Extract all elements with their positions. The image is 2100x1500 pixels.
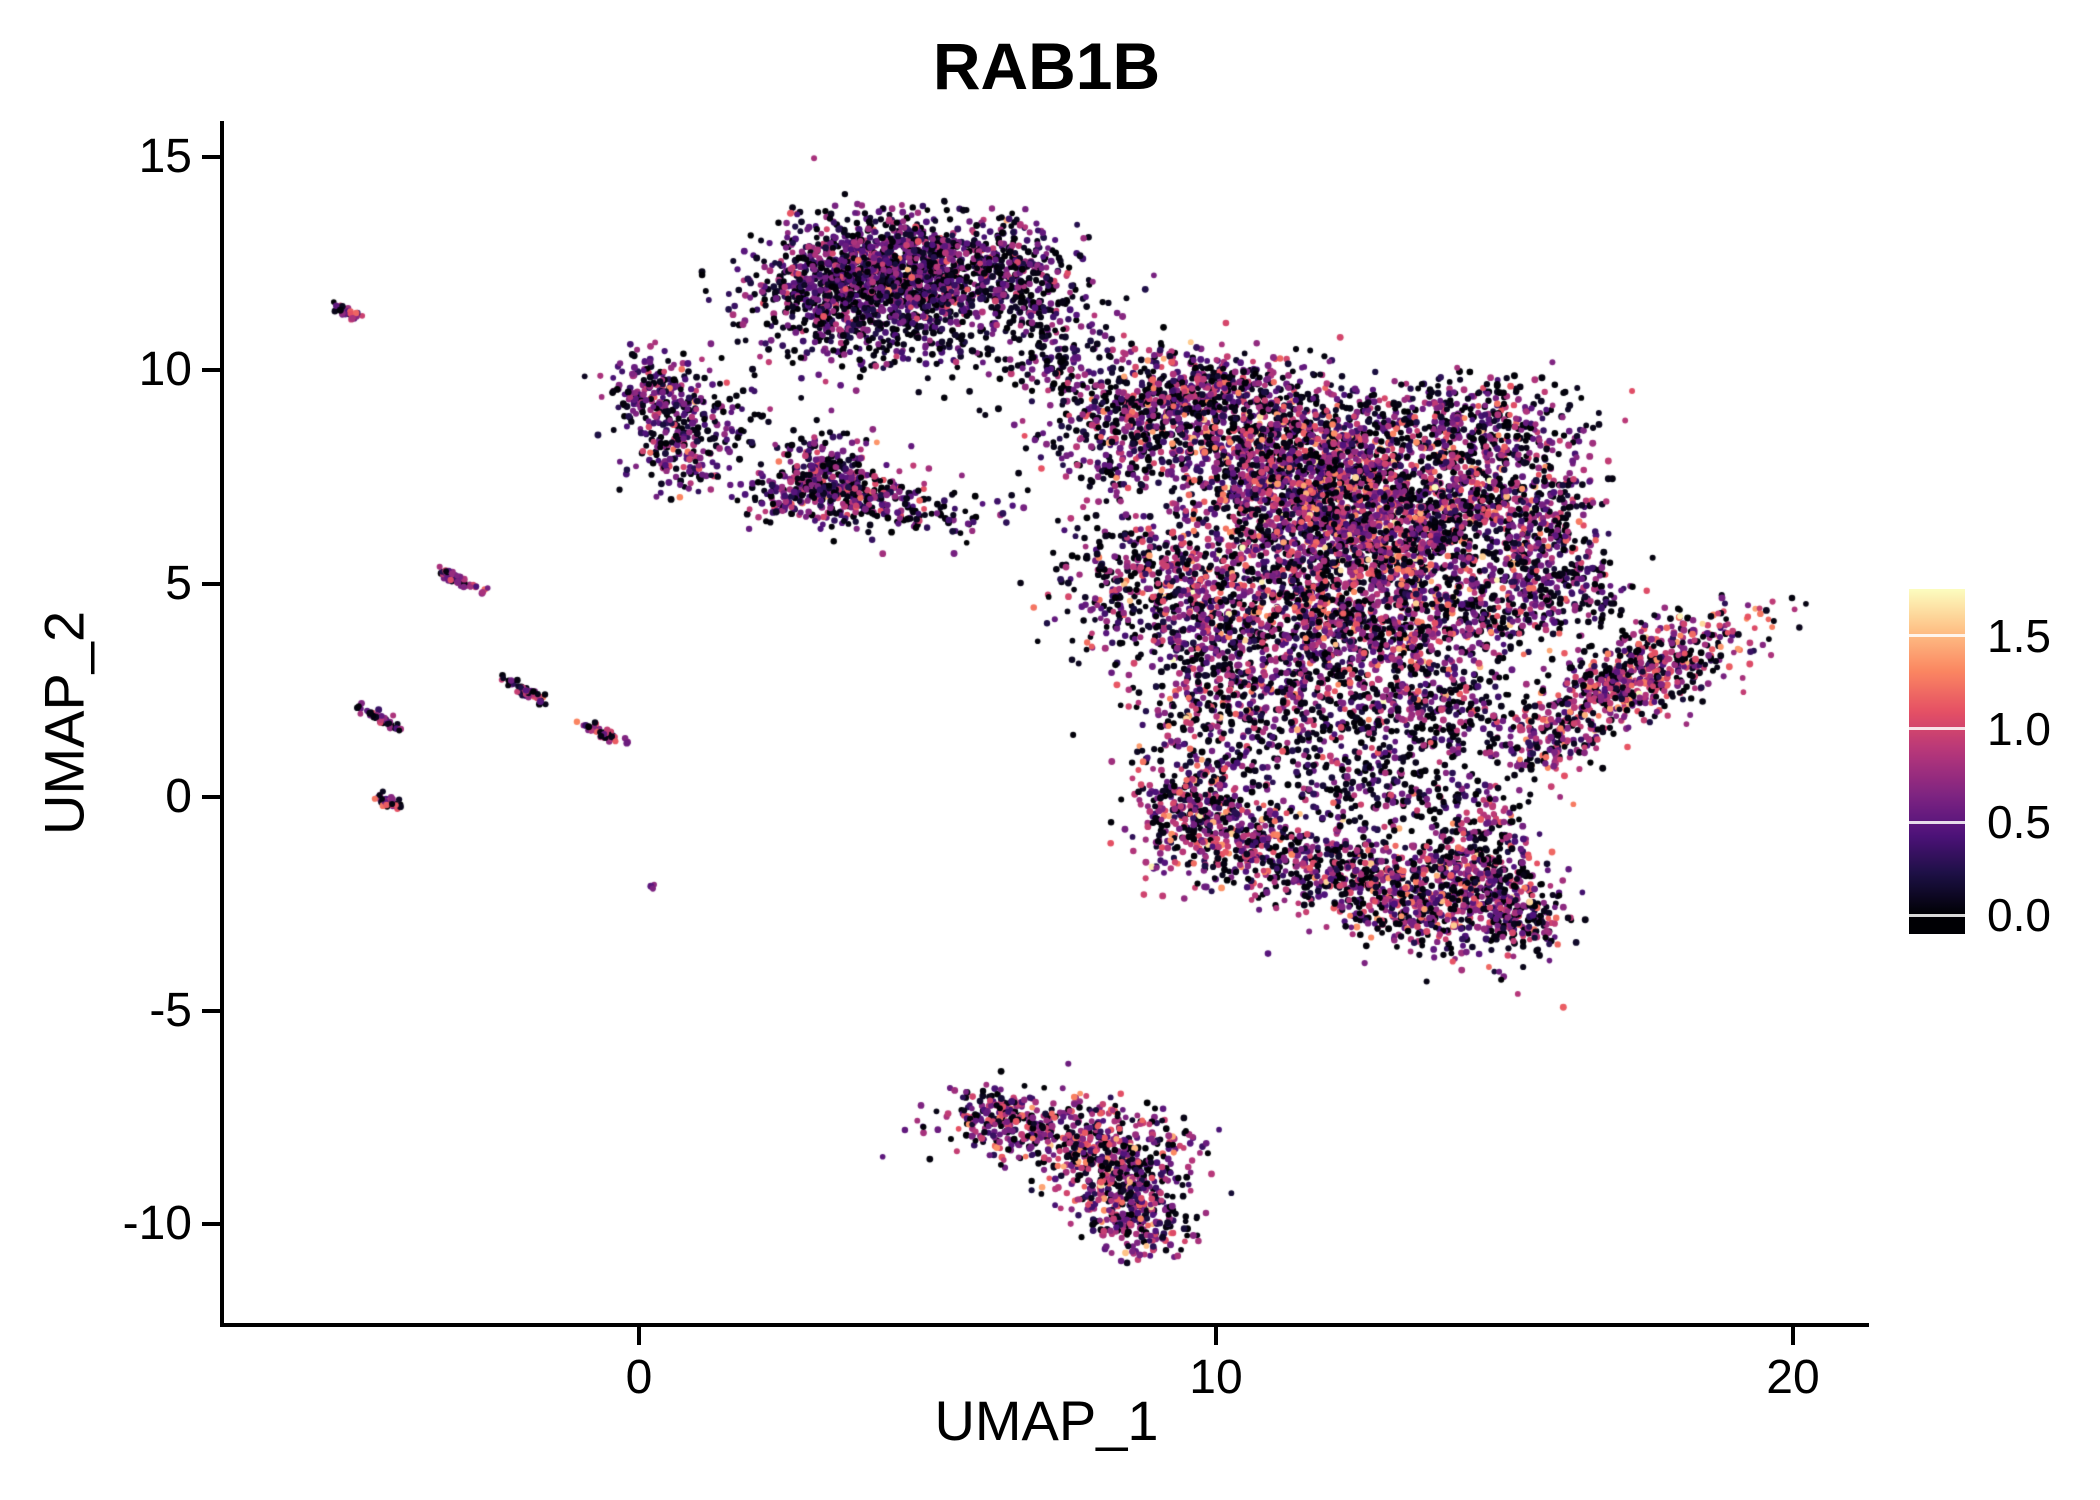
- y-axis-line: [220, 121, 224, 1327]
- x-tick-mark: [637, 1327, 641, 1345]
- colorbar-legend: [1909, 589, 1965, 934]
- plot-title: RAB1B: [932, 29, 1161, 103]
- colorbar-tick-label: 0.0: [1987, 889, 2051, 942]
- colorbar-tick: [1909, 727, 1965, 731]
- y-tick-mark: [202, 1222, 220, 1226]
- y-tick-mark: [202, 795, 220, 799]
- colorbar-tick-label: 1.0: [1987, 702, 2051, 755]
- y-tick-mark: [202, 368, 220, 372]
- y-tick-label: 15: [138, 129, 192, 183]
- colorbar-tick: [1909, 820, 1965, 824]
- x-tick-label: 10: [1189, 1351, 1243, 1404]
- y-tick-label: -10: [122, 1197, 192, 1250]
- y-tick-label: 0: [165, 770, 192, 823]
- y-tick-label: 5: [165, 556, 192, 610]
- x-tick-label: 20: [1766, 1351, 1820, 1404]
- y-tick-label: -5: [149, 983, 192, 1037]
- colorbar-gradient: [1909, 589, 1965, 934]
- colorbar-tick-label: 0.5: [1987, 796, 2051, 849]
- y-tick-label: 10: [138, 343, 192, 396]
- x-tick-mark: [1791, 1327, 1795, 1345]
- y-tick-mark: [202, 1008, 220, 1013]
- x-axis-line: [220, 1323, 1869, 1327]
- colorbar-tick: [1909, 913, 1965, 917]
- colorbar-tick-label: 1.5: [1987, 609, 2051, 662]
- y-tick-mark: [202, 581, 220, 586]
- x-axis-label: UMAP_1: [934, 1389, 1159, 1452]
- x-tick-mark: [1214, 1327, 1218, 1345]
- colorbar-tick: [1909, 634, 1965, 638]
- y-tick-mark: [202, 154, 220, 159]
- x-tick-label: 0: [625, 1351, 653, 1404]
